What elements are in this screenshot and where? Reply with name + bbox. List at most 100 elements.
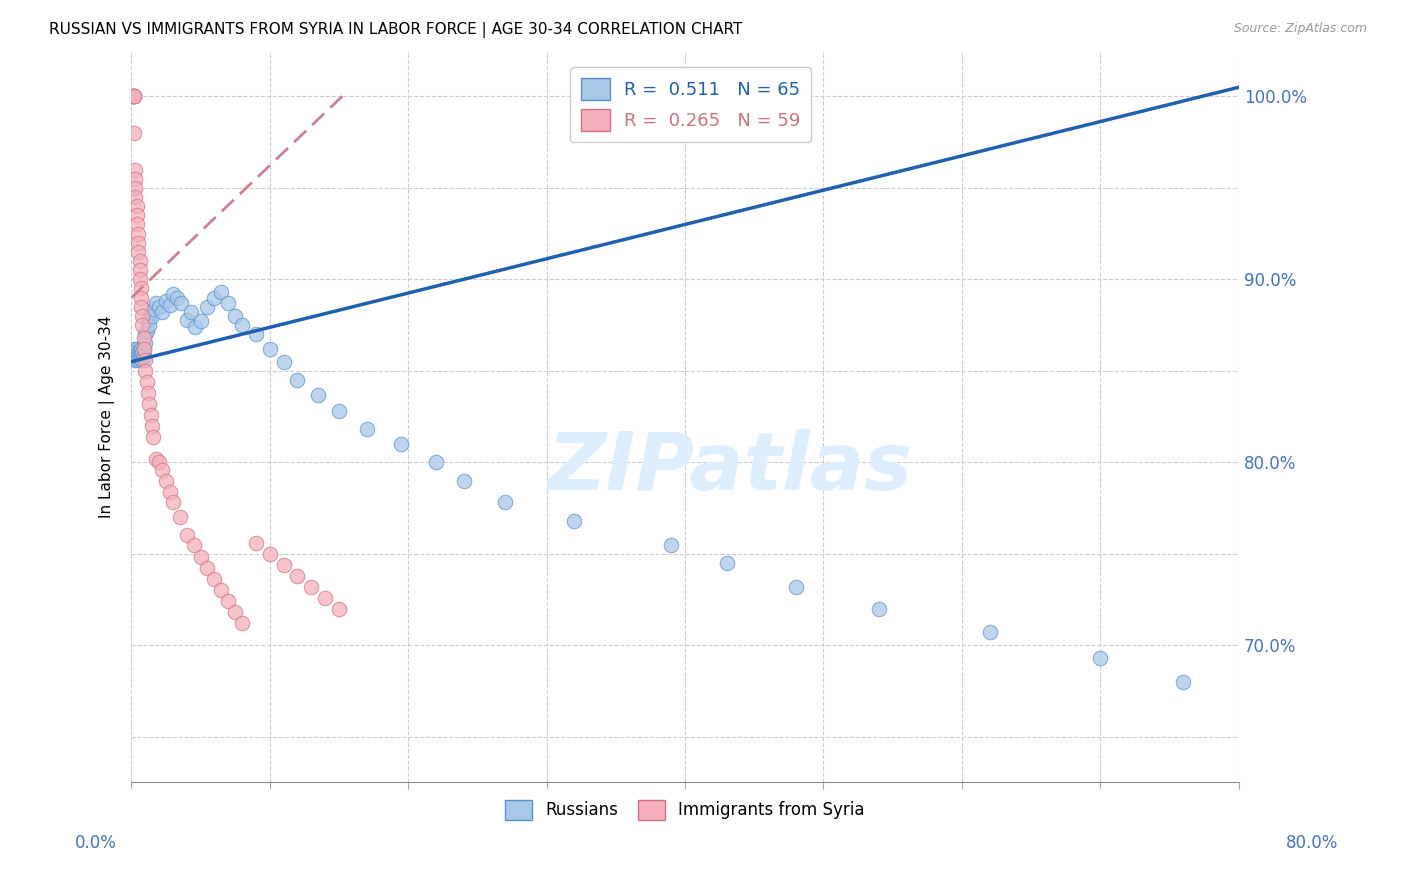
Point	[162, 287, 184, 301]
Point	[245, 327, 267, 342]
Point	[141, 309, 163, 323]
Point	[124, 345, 146, 359]
Text: RUSSIAN VS IMMIGRANTS FROM SYRIA IN LABOR FORCE | AGE 30-34 CORRELATION CHART: RUSSIAN VS IMMIGRANTS FROM SYRIA IN LABO…	[49, 22, 742, 38]
Point	[122, 351, 145, 365]
Point	[245, 535, 267, 549]
Point	[124, 171, 146, 186]
Point	[148, 455, 170, 469]
Point	[145, 451, 167, 466]
Point	[122, 342, 145, 356]
Point	[125, 349, 148, 363]
Point	[314, 591, 336, 605]
Point	[124, 190, 146, 204]
Point	[170, 296, 193, 310]
Point	[139, 305, 162, 319]
Point	[129, 281, 152, 295]
Point	[128, 343, 150, 358]
Point	[121, 89, 143, 103]
Point	[121, 89, 143, 103]
Text: ZIPatlas: ZIPatlas	[547, 429, 912, 507]
Point	[159, 298, 181, 312]
Point	[121, 89, 143, 103]
Point	[124, 351, 146, 365]
Point	[166, 291, 188, 305]
Point	[122, 89, 145, 103]
Point	[287, 568, 309, 582]
Point	[124, 162, 146, 177]
Point	[273, 558, 295, 572]
Point	[494, 495, 516, 509]
Point	[132, 331, 155, 345]
Point	[150, 305, 173, 319]
Point	[190, 314, 212, 328]
Point	[129, 342, 152, 356]
Point	[125, 342, 148, 356]
Point	[135, 375, 157, 389]
Point	[129, 300, 152, 314]
Point	[217, 296, 239, 310]
Text: Source: ZipAtlas.com: Source: ZipAtlas.com	[1233, 22, 1367, 36]
Point	[659, 537, 682, 551]
Point	[162, 495, 184, 509]
Point	[148, 300, 170, 314]
Point	[136, 312, 159, 326]
Point	[155, 474, 177, 488]
Point	[273, 354, 295, 368]
Point	[136, 385, 159, 400]
Point	[125, 218, 148, 232]
Point	[131, 352, 153, 367]
Point	[132, 349, 155, 363]
Point	[122, 89, 145, 103]
Point	[155, 294, 177, 309]
Point	[132, 342, 155, 356]
Point	[259, 342, 281, 356]
Point	[716, 556, 738, 570]
Point	[180, 305, 202, 319]
Point	[124, 181, 146, 195]
Point	[176, 528, 198, 542]
Point	[169, 510, 191, 524]
Point	[125, 351, 148, 365]
Point	[425, 455, 447, 469]
Point	[134, 327, 156, 342]
Point	[132, 342, 155, 356]
Point	[127, 352, 149, 367]
Point	[134, 336, 156, 351]
Point	[231, 318, 253, 332]
Point	[122, 126, 145, 140]
Point	[328, 404, 350, 418]
Point	[184, 319, 207, 334]
Point	[1090, 651, 1112, 665]
Point	[131, 309, 153, 323]
Point	[121, 349, 143, 363]
Point	[979, 625, 1001, 640]
Point	[142, 301, 165, 316]
Point	[183, 537, 205, 551]
Point	[209, 285, 232, 300]
Point	[328, 601, 350, 615]
Point	[128, 263, 150, 277]
Point	[129, 291, 152, 305]
Point	[131, 345, 153, 359]
Point	[128, 272, 150, 286]
Point	[389, 437, 412, 451]
Text: 0.0%: 0.0%	[75, 834, 117, 852]
Point	[124, 352, 146, 367]
Point	[138, 318, 160, 332]
Point	[125, 208, 148, 222]
Point	[453, 474, 475, 488]
Point	[142, 430, 165, 444]
Point	[224, 605, 246, 619]
Point	[159, 484, 181, 499]
Point	[127, 345, 149, 359]
Point	[128, 351, 150, 365]
Point	[150, 462, 173, 476]
Point	[129, 351, 152, 365]
Point	[138, 397, 160, 411]
Legend: Russians, Immigrants from Syria: Russians, Immigrants from Syria	[499, 793, 872, 827]
Point	[145, 296, 167, 310]
Point	[287, 373, 309, 387]
Point	[197, 300, 219, 314]
Point	[135, 324, 157, 338]
Point	[190, 550, 212, 565]
